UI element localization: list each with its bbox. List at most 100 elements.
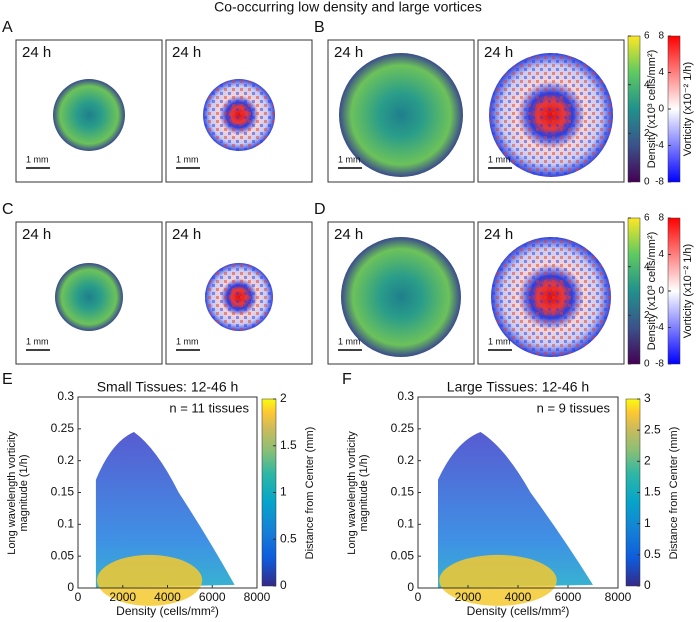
x-tick-label: 0 [75,590,82,604]
y-tick-label: 0.1 [397,517,414,531]
colorbar-tick-label: 6 [644,213,650,224]
time-label: 24 h [172,226,201,243]
chart-title: Large Tissues: 12-46 h [447,379,589,395]
scale-label: 1 mm [26,336,49,346]
x-axis-label: Density (cells/mm²) [467,604,570,618]
time-label: 24 h [172,44,201,61]
colorbar-tick-label: 4 [658,67,664,78]
colorbar-tick-label: 2 [280,391,287,405]
y-axis-label: Long wavelength vorticity magnitude (1/h… [6,430,30,555]
x-tick-label: 4000 [154,590,181,604]
colorbar-tick-label: 1.5 [280,438,297,452]
colorbar-tick-label: -8 [655,359,664,370]
density-map [55,263,123,331]
y-tick-label: 0.05 [51,548,75,562]
colorbar-label: Distance from Center (mm) [304,426,316,559]
colorbar-tick-label: 0 [658,104,664,115]
y-tick-label: 0.25 [51,421,75,435]
colorbar-tick-label: 2.5 [644,422,661,436]
density-colorbar-label: Density (x10³ cells/mm²) [646,231,658,351]
panel-letter: B [314,19,325,36]
y-tick-label: 0.25 [391,421,415,435]
y-tick-label: 0.3 [397,389,414,403]
vorticity-texture [491,237,611,357]
colorbar-tick-label: 0 [280,578,287,592]
density-map [341,237,461,357]
annotation: n = 9 tissues [537,400,611,415]
colorbar-tick-label: -8 [655,177,664,188]
colorbar-tick-label: 4 [644,79,650,90]
y-tick-label: 0 [67,580,74,594]
x-tick-label: 6000 [199,590,226,604]
colorbar-tick-label: 8 [658,31,664,42]
colorbar-tick-label: 0 [658,286,664,297]
density-map [53,79,125,151]
y-tick-label: 0.05 [391,548,415,562]
density-colorbar-label: Density (x10³ cells/mm²) [646,49,658,169]
point-cloud [95,432,235,588]
vorticity-texture [203,79,275,151]
time-label: 24 h [484,44,513,61]
time-label: 24 h [484,226,513,243]
x-tick-label: 4000 [505,590,532,604]
colorbar-tick-label: -4 [655,322,664,333]
colorbar-tick-label: 0 [644,578,651,592]
scale-label: 1 mm [26,154,49,164]
point-cloud-core [439,554,557,606]
colorbar-tick-label: 0 [644,177,650,188]
time-label: 24 h [22,44,51,61]
colorbar-tick-label: 2 [644,128,650,139]
x-tick-label: 6000 [555,590,582,604]
colorbar-tick-label: 2 [644,310,650,321]
colorbar-tick-label: 0.5 [280,531,297,545]
scale-label: 1 mm [488,154,511,164]
density-map [339,53,463,177]
colorbar-tick-label: 1.5 [644,485,661,499]
scale-label: 1 mm [338,154,361,164]
density-colorbar [627,217,641,365]
scale-label: 1 mm [488,336,511,346]
time-label: 24 h [334,44,363,61]
panel-letter: E [2,371,13,388]
x-tick-label: 2000 [109,590,136,604]
annotation: n = 11 tissues [169,400,249,415]
y-axis-label: Long wavelength vorticity magnitude (1/h… [346,430,370,555]
colorbar-tick-label: 4 [644,261,650,272]
colorbar-tick-label: 3 [644,391,651,405]
time-label: 24 h [22,226,51,243]
y-tick-label: 0.2 [57,453,74,467]
density-colorbar [627,35,641,183]
panel-letter: F [342,371,352,388]
colorbar-label: Distance from Center (mm) [668,426,680,559]
scale-label: 1 mm [338,336,361,346]
vorticity-texture [489,53,613,177]
colorbar-tick-label: 1 [644,516,651,530]
y-tick-label: 0.15 [51,485,75,499]
y-tick-label: 0.15 [391,485,415,499]
colorbar-tick-label: 0 [644,359,650,370]
x-tick-label: 8000 [244,590,271,604]
colorbar-tick-label: 1 [280,485,287,499]
x-tick-label: 0 [415,590,422,604]
scale-label: 1 mm [176,336,199,346]
point-cloud [438,432,593,588]
colorbar-tick-label: -4 [655,140,664,151]
colorbar-tick-label: 6 [644,31,650,42]
y-tick-label: 0.2 [397,453,414,467]
x-tick-label: 8000 [605,590,632,604]
colorbar-tick-label: 8 [658,213,664,224]
panel-letter: C [2,201,14,218]
colorbar-tick-label: 2 [644,454,651,468]
colorbar-tick-label: 4 [658,249,664,260]
panel-letter: A [2,19,13,36]
x-axis-label: Density (cells/mm²) [116,604,219,618]
x-tick-label: 2000 [455,590,482,604]
y-tick-label: 0 [407,580,414,594]
vorticity-colorbar-label: Vorticity (x10⁻² 1/h) [682,61,694,157]
time-label: 24 h [334,226,363,243]
figure-title: Co-occurring low density and large vorti… [214,0,482,15]
point-cloud-core [97,554,203,606]
y-tick-label: 0.3 [57,389,74,403]
colorbar-tick-label: 0.5 [644,547,661,561]
